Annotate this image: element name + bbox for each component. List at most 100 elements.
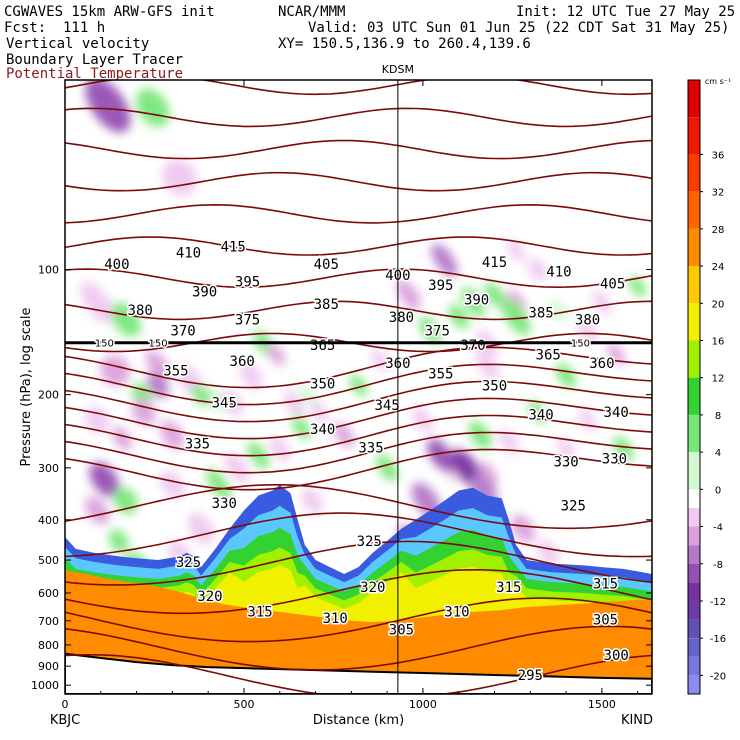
isentrope-label: 380 [575, 313, 600, 329]
colorbar-bin [688, 154, 700, 192]
isentrope-label: 370 [460, 338, 485, 354]
velocity-blob [376, 454, 399, 482]
velocity-blob [160, 420, 185, 450]
forecast-hour: Fcst: 111 h [4, 20, 106, 36]
colorbar-tick-label: 28 [712, 225, 725, 236]
isentrope-label: 365 [536, 347, 561, 363]
isentrope-label: 350 [482, 378, 507, 394]
velocity-blob [301, 488, 323, 514]
isentrope-325 [65, 484, 652, 530]
isentrope-label: 335 [185, 436, 210, 452]
velocity-blob [468, 421, 492, 449]
velocity-blob [477, 461, 498, 487]
colorbar-bin [688, 582, 700, 601]
isentrope-375 [65, 268, 652, 289]
velocity-blob [145, 350, 171, 381]
velocity-blob [85, 80, 131, 133]
y-tick-label: 500 [38, 554, 59, 567]
cross-section-endpoints: XY= 150.5,136.9 to 260.4,139.6 [278, 36, 531, 52]
isentrope-label: 330 [212, 496, 237, 512]
velocity-blob [206, 468, 232, 502]
isentrope-310 [65, 569, 652, 615]
isentrope-label: 325 [357, 534, 382, 550]
y-tick-label: 800 [38, 639, 59, 652]
velocity-blob [349, 374, 368, 397]
isentrope-295 [65, 654, 652, 694]
velocity-blob [135, 88, 170, 127]
colorbar-tick-label: -8 [713, 560, 723, 571]
velocity-blob [498, 429, 520, 455]
left-endpoint-label: KBJC [50, 713, 80, 728]
isentrope-label: 395 [428, 278, 453, 294]
velocity-blob [371, 349, 389, 371]
velocity-blob [85, 406, 110, 433]
colorbar-bin [688, 191, 700, 229]
velocity-blob [592, 290, 612, 315]
colorbar-tick-label: 32 [712, 188, 725, 199]
velocity-blob [537, 540, 559, 566]
velocity-blob [507, 239, 525, 262]
velocity-blob [239, 361, 263, 390]
colorbar-tick-label: 24 [712, 262, 725, 273]
velocity-blob [89, 462, 120, 497]
velocity-blob [267, 343, 286, 366]
isentrope-label: 320 [197, 589, 222, 605]
velocity-blob [310, 400, 329, 423]
colorbar-bin [688, 452, 700, 490]
colorbar-tick-label: -16 [710, 634, 726, 645]
isentrope-350 [65, 380, 652, 423]
velocity-blob [613, 436, 634, 462]
velocity-blob [112, 426, 133, 451]
velocity-blob [475, 350, 500, 381]
velocity-blob [269, 436, 290, 462]
colorbar-bin [688, 117, 700, 155]
isentrope-label: 380 [128, 303, 153, 319]
isentrope-305 [65, 597, 652, 643]
isentrope-label: 415 [221, 239, 246, 255]
y-tick-label: 300 [38, 462, 59, 475]
colorbar-tick-label: 0 [715, 485, 721, 496]
isentrope-label: 395 [235, 275, 260, 291]
isentrope-label: 320 [360, 580, 385, 596]
velocity-blob [204, 386, 226, 412]
velocity-blob [299, 383, 318, 406]
axes: 0 500 1000 1500 100 200 300 400 500 600 700 800 900 1… [19, 79, 653, 728]
isentrope-label: 315 [247, 605, 272, 621]
velocity-blob [607, 343, 626, 366]
velocity-blob [431, 243, 458, 277]
y-tick-label: 700 [38, 615, 59, 628]
isentrope-330 [65, 448, 652, 491]
isentrope-label: 375 [425, 323, 450, 339]
y-tick-label: 100 [38, 264, 59, 277]
x-tick-label: 1000 [409, 698, 437, 711]
isentrope-label: 295 [518, 668, 543, 684]
colorbar-tick-label: 4 [715, 448, 721, 459]
colorbar-bin [688, 228, 700, 267]
isentrope-label: 360 [589, 356, 614, 372]
isentrope-label: 315 [496, 580, 521, 596]
x-axis-label: Distance (km) [313, 713, 404, 728]
velocity-blob [80, 281, 114, 324]
velocity-blob [557, 437, 576, 460]
velocity-blob [412, 407, 434, 433]
colorbar-bin [688, 507, 700, 527]
velocity-blob [427, 438, 455, 473]
isentrope-label: 410 [546, 264, 571, 280]
velocity-blob [461, 287, 485, 318]
velocity-blob [577, 317, 598, 343]
isentrope-label: 315 [593, 577, 618, 593]
organization: NCAR/MMM [278, 4, 346, 20]
isentrope-label: 340 [310, 422, 335, 438]
isentrope-label: 340 [528, 407, 553, 423]
isentrope-300 [65, 625, 652, 671]
x-tick-label: 1500 [588, 698, 616, 711]
valid-time: Valid: 03 UTC Sun 01 Jun 25 (22 CDT Sat … [308, 20, 730, 36]
right-endpoint-label: KIND [621, 713, 653, 728]
isentrope-335 [65, 431, 652, 474]
velocity-blob [527, 258, 548, 281]
velocity-blob [501, 298, 531, 335]
y-tick-label: 900 [38, 660, 59, 673]
field-potential-temperature: Potential Temperature [6, 66, 184, 82]
isentrope-385 [65, 203, 652, 224]
